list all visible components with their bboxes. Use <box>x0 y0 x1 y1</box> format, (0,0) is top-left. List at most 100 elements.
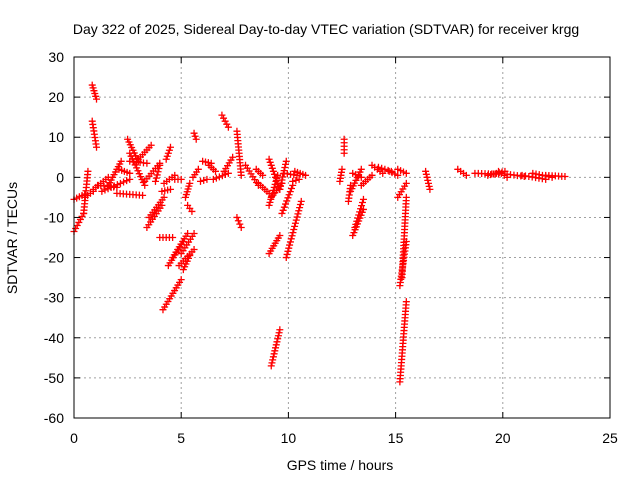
y-tick-label: 0 <box>56 169 64 185</box>
data-point <box>291 222 299 230</box>
y-tick-labels: 30 20 10 0 -10 -20 -30 -40 -50 -60 <box>44 49 64 426</box>
data-point <box>287 184 295 192</box>
data-point <box>267 161 275 169</box>
data-point <box>73 221 81 229</box>
data-point <box>218 172 226 180</box>
series-arc02 <box>80 167 97 217</box>
data-point <box>276 185 284 193</box>
data-point <box>268 359 276 367</box>
data-point <box>72 224 80 232</box>
data-point <box>287 235 295 243</box>
data-point <box>234 217 242 225</box>
data-point <box>292 176 300 184</box>
x-tick-label: 20 <box>495 430 511 446</box>
data-point <box>116 179 124 187</box>
data-point <box>98 187 106 195</box>
data-point <box>188 207 196 215</box>
data-point <box>186 179 194 187</box>
data-point <box>259 171 267 179</box>
data-point <box>285 244 293 252</box>
data-point <box>289 229 297 237</box>
data-point <box>338 165 346 173</box>
data-point <box>422 170 430 178</box>
data-point <box>153 171 161 179</box>
data-point <box>422 167 430 175</box>
data-point <box>152 174 160 182</box>
data-point <box>276 326 284 334</box>
data-point <box>273 174 281 182</box>
data-point <box>139 191 147 199</box>
series-arc18 <box>336 135 348 185</box>
y-tick-label: -10 <box>44 209 64 225</box>
data-point <box>93 95 101 103</box>
data-point <box>221 171 229 179</box>
data-point <box>384 166 392 174</box>
series-arc20 <box>349 161 387 231</box>
data-point <box>284 247 292 255</box>
data-point <box>236 220 244 228</box>
data-point <box>374 163 382 171</box>
data-point <box>169 234 177 241</box>
data-point <box>357 205 365 213</box>
data-point <box>355 211 363 219</box>
data-point <box>93 143 101 151</box>
data-point <box>223 120 231 128</box>
data-point <box>101 186 109 194</box>
data-point <box>78 212 86 220</box>
data-point <box>426 185 434 193</box>
data-point <box>532 170 540 178</box>
series-arc05 <box>113 135 149 199</box>
data-point <box>288 232 296 240</box>
data-point <box>123 177 131 185</box>
data-point <box>160 193 168 201</box>
data-point <box>282 157 290 165</box>
series-arc12 <box>220 127 245 231</box>
data-point <box>281 164 289 172</box>
data-point <box>561 173 569 181</box>
data-point <box>265 155 273 163</box>
series-arc11 <box>196 111 232 185</box>
data-point <box>177 175 185 183</box>
data-point <box>394 171 402 179</box>
data-point <box>267 362 275 370</box>
y-tick-label: -30 <box>44 290 64 306</box>
data-point <box>270 350 278 358</box>
series-arc03 <box>88 81 101 151</box>
data-point <box>402 179 410 187</box>
data-point <box>266 158 274 166</box>
data-point <box>292 216 300 224</box>
data-point <box>285 191 293 199</box>
data-point <box>402 193 410 201</box>
series-arc15 <box>265 231 284 370</box>
data-point <box>120 178 128 186</box>
data-points <box>70 81 569 386</box>
series-arc13 <box>242 161 273 197</box>
data-point <box>269 167 277 175</box>
series-arc09 <box>171 175 198 274</box>
data-point <box>293 213 301 221</box>
data-point <box>277 182 285 190</box>
data-point <box>286 238 294 246</box>
data-point <box>220 114 228 122</box>
data-point <box>272 344 280 352</box>
data-point <box>270 170 278 178</box>
data-point <box>284 194 292 202</box>
data-point <box>212 167 220 175</box>
data-point <box>282 200 290 208</box>
data-point <box>379 169 387 177</box>
data-point <box>163 152 171 160</box>
data-point <box>286 188 294 196</box>
y-tick-label: -20 <box>44 250 64 266</box>
data-point <box>353 217 361 225</box>
data-point <box>283 197 291 205</box>
data-point <box>280 203 288 211</box>
data-point <box>424 179 432 187</box>
data-point <box>282 160 290 168</box>
data-point <box>269 356 277 364</box>
y-tick-label: -60 <box>44 410 64 426</box>
x-tick-label: 10 <box>281 430 297 446</box>
data-point <box>221 117 229 125</box>
series-arc07 <box>151 161 179 241</box>
data-point <box>265 201 273 209</box>
